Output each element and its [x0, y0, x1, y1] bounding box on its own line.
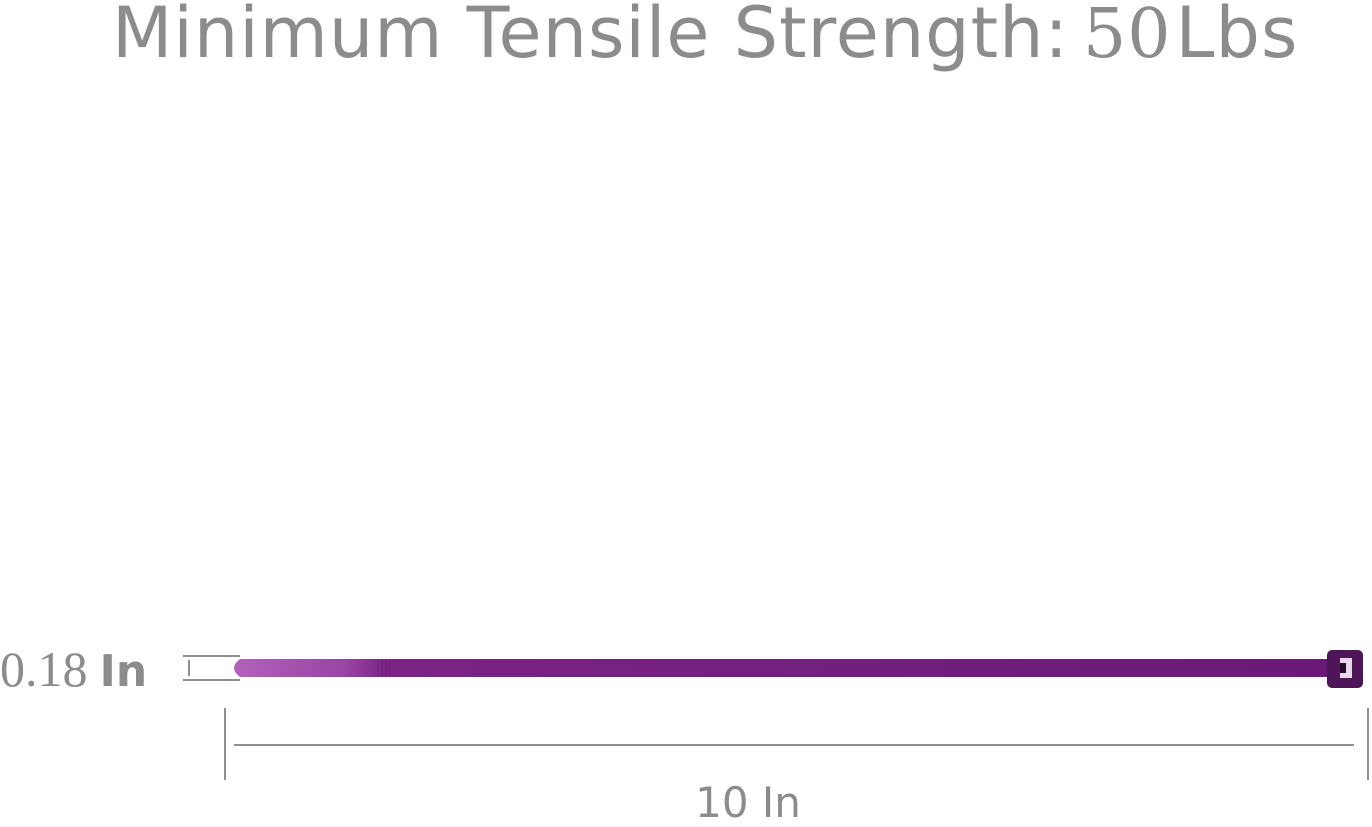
width-bracket — [183, 655, 240, 681]
title-label: Minimum Tensile Strength: — [112, 0, 1070, 74]
title-value: 50 — [1083, 0, 1172, 74]
title-unit: Lbs — [1175, 0, 1299, 74]
length-dimension — [224, 708, 1369, 780]
tensile-strength-title: Minimum Tensile Strength: 50Lbs — [112, 0, 1298, 74]
cable-tie-strap — [234, 659, 1332, 677]
width-unit: In — [99, 646, 148, 697]
width-value: 0.18 — [0, 641, 88, 697]
width-label: 0.18 In — [0, 640, 147, 698]
length-label: 10 In — [695, 778, 801, 827]
cable-tie — [234, 650, 1363, 688]
strap-ridges — [377, 660, 391, 676]
